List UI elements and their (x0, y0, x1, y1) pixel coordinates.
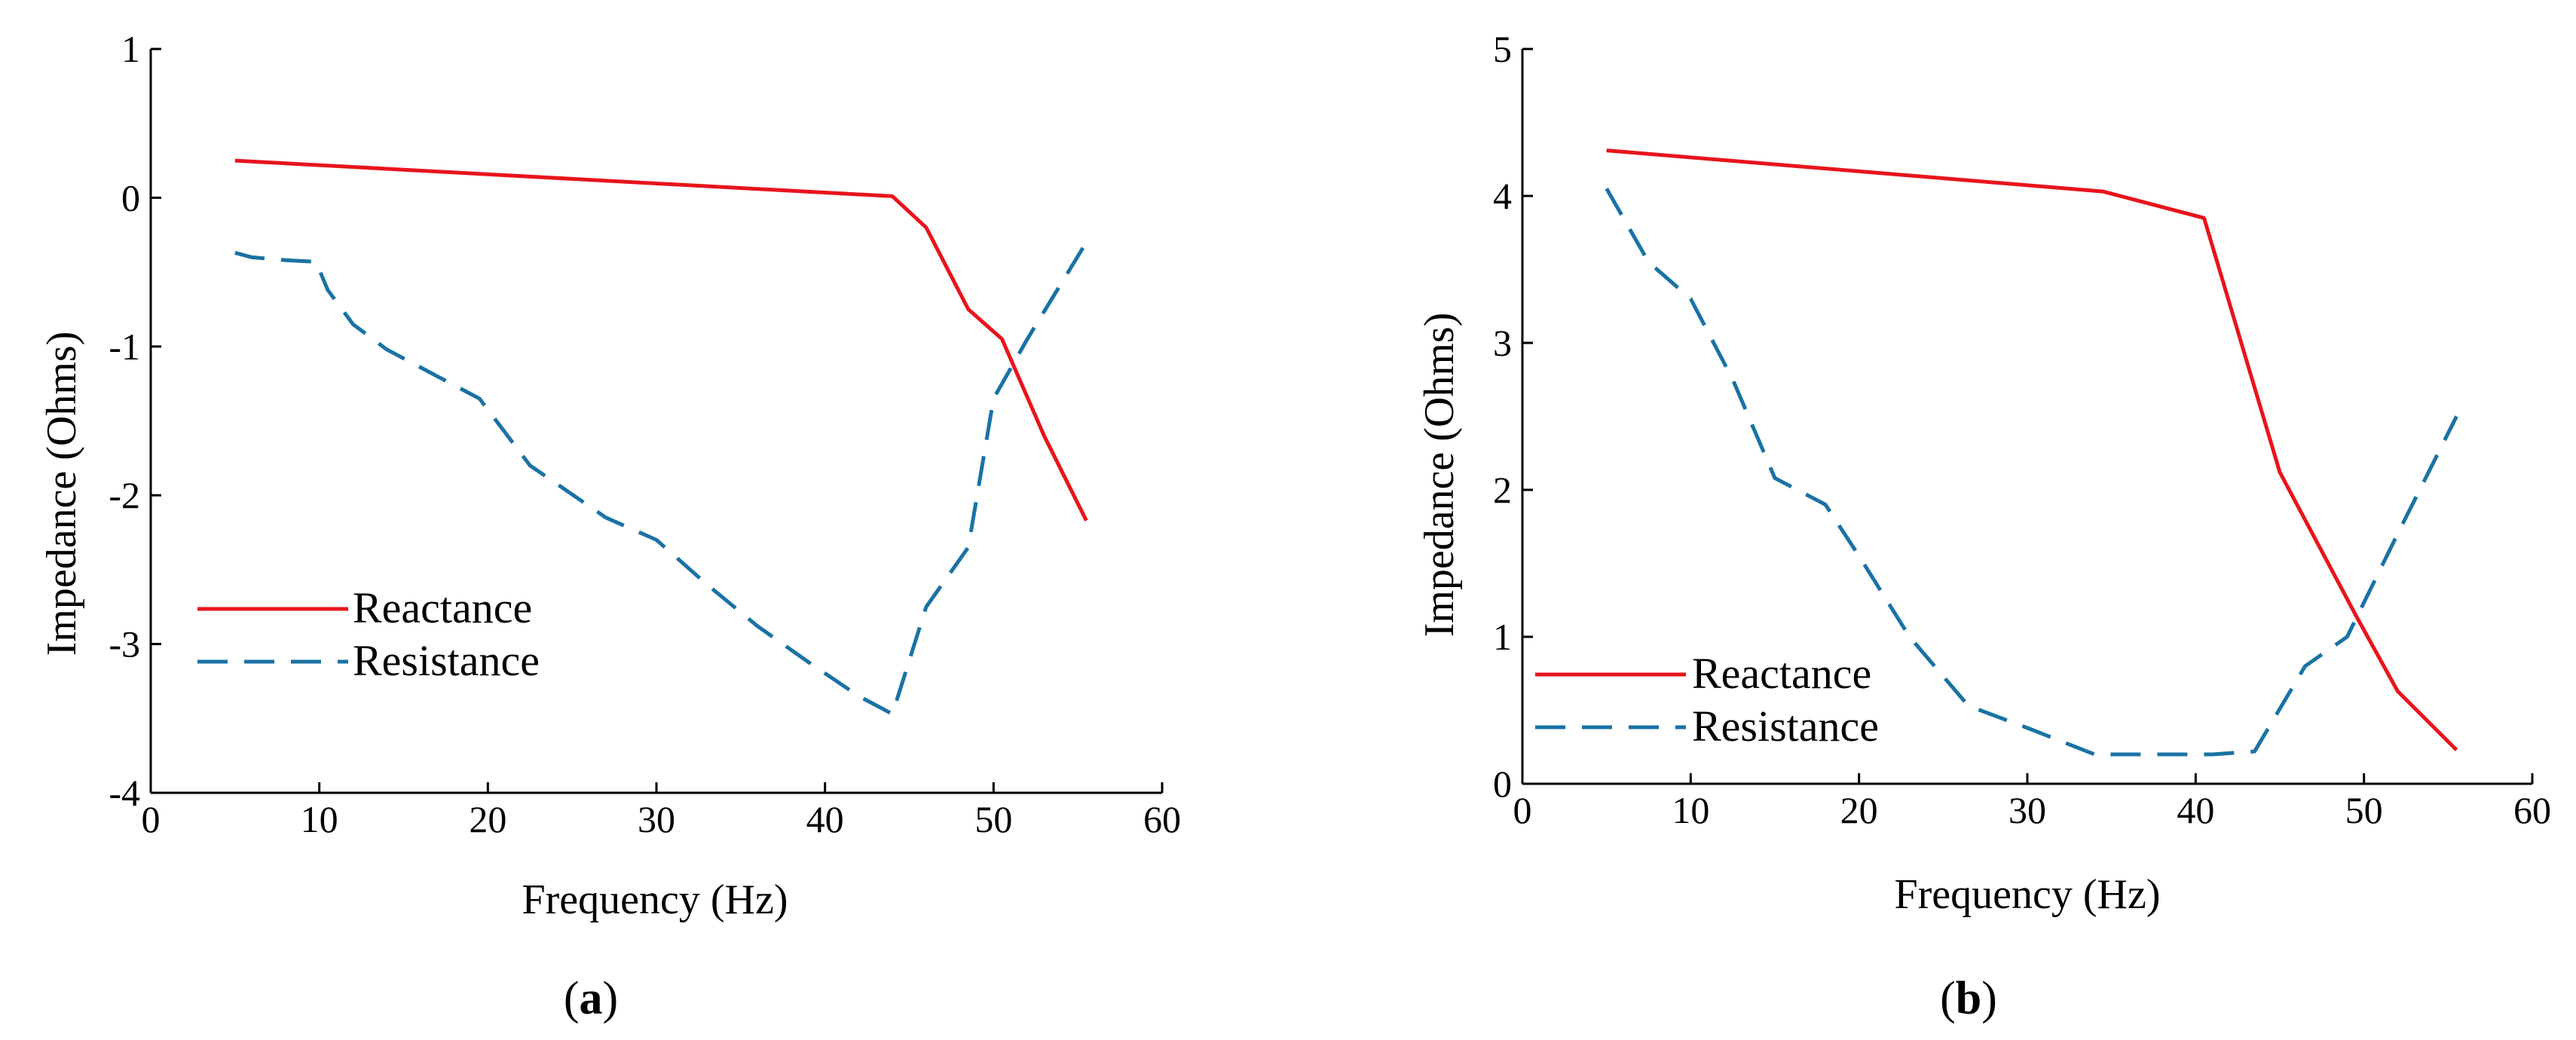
legend-label-reactance: Reactance (1692, 649, 1871, 698)
x-axis-label-a: Frequency (Hz) (522, 876, 788, 923)
y-tick-label: -4 (109, 772, 140, 814)
panel-a: 0 10 20 30 40 50 60 -4 -3 -2 -1 0 1 Reactance Resist… (38, 28, 1181, 1024)
series-line-resistance (1605, 188, 2458, 757)
legend-label-resistance: Resistance (353, 636, 540, 685)
legend-label-resistance: Resistance (1692, 702, 1879, 751)
y-tick-label: 0 (1493, 763, 1512, 805)
panel-b: 0 10 20 30 40 50 60 0 1 2 3 4 5 Reactance Resistance… (1416, 28, 2551, 1024)
y-axis-label-b: Impedance (Ohms) (1416, 313, 1463, 638)
x-tick-label: 10 (1672, 789, 1709, 831)
legend-label-reactance: Reactance (353, 583, 532, 632)
panel-label-b: (b) (1940, 973, 1997, 1024)
x-tick-label: 40 (2177, 789, 2214, 831)
panel-label-a: (a) (564, 973, 618, 1024)
y-tick-label: 2 (1493, 469, 1512, 511)
x-axis-label-b: Frequency (Hz) (1895, 871, 2161, 918)
legend-b: Reactance Resistance (1535, 649, 1879, 751)
y-tick-label: -2 (109, 474, 140, 516)
x-tick-label: 10 (301, 798, 338, 840)
y-tick-label: 4 (1493, 175, 1512, 217)
y-tick-label: 1 (1493, 616, 1512, 658)
x-tick-label: 20 (1840, 789, 1878, 831)
y-tick-label: -3 (109, 623, 140, 665)
x-tick-label: 40 (806, 798, 844, 840)
y-tick-label: 0 (121, 176, 140, 219)
axes-a: 0 10 20 30 40 50 60 -4 -3 -2 -1 0 1 (109, 28, 1181, 840)
series-layer-a (234, 158, 1088, 716)
axes-b: 0 10 20 30 40 50 60 0 1 2 3 4 5 (1493, 28, 2551, 831)
x-tick-label: 30 (2008, 789, 2046, 831)
y-tick-label: 3 (1493, 322, 1512, 364)
y-tick-label: 1 (121, 28, 140, 70)
series-line-reactance (234, 158, 1088, 522)
x-tick-label: 50 (974, 798, 1012, 840)
x-tick-label: 20 (469, 798, 506, 840)
x-tick-label: 0 (1513, 789, 1532, 831)
x-tick-label: 60 (2513, 789, 2551, 831)
x-tick-label: 0 (142, 798, 161, 840)
x-tick-label: 30 (638, 798, 675, 840)
x-tick-label: 60 (1143, 798, 1181, 840)
series-layer-b (1605, 148, 2458, 757)
legend-a: Reactance Resistance (197, 583, 540, 685)
y-tick-label: 5 (1493, 28, 1512, 70)
series-line-resistance (234, 241, 1088, 716)
series-line-reactance (1606, 148, 2458, 751)
y-axis-label-a: Impedance (Ohms) (38, 332, 85, 656)
y-tick-label: -1 (109, 326, 140, 368)
x-tick-label: 50 (2345, 789, 2383, 831)
